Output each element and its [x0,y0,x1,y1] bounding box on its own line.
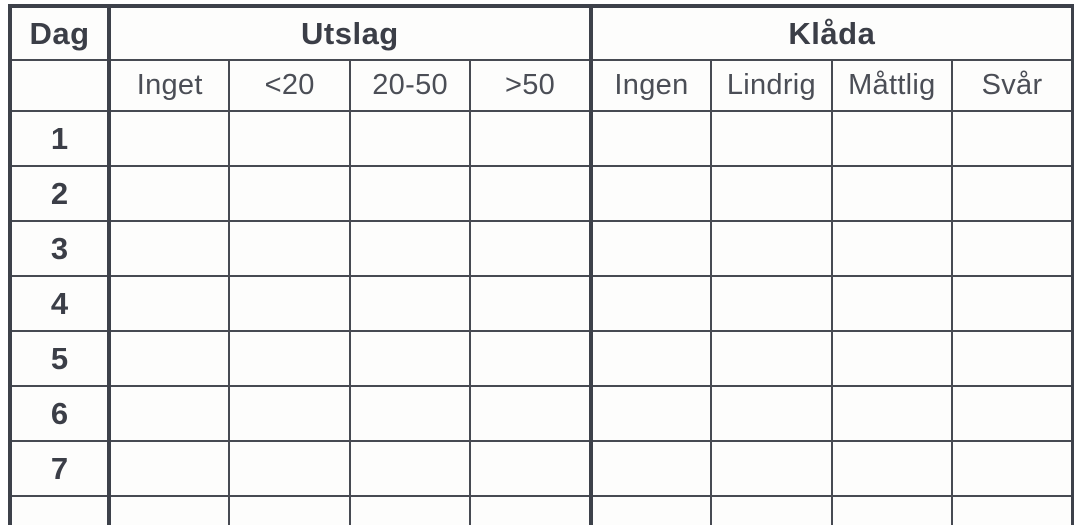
entry-cell [951,165,1074,222]
day-cell [9,495,111,525]
entry-cell [951,220,1074,277]
entry-cell [469,220,593,277]
entry-cell [830,440,954,497]
entry-cell [589,275,713,332]
entry-cell [348,275,472,332]
entry-cell [348,220,472,277]
entry-cell [710,330,833,387]
entry-cell [589,440,713,497]
day-cell: 4 [9,275,111,332]
entry-cell [228,495,351,525]
table-row-day-5: 5 [9,330,1074,387]
entry-cell [830,275,954,332]
entry-cell [348,165,472,222]
entry-cell [589,110,713,167]
day-cell: 1 [9,110,111,167]
group-header-row: Dag Utslag Klåda [9,5,1074,61]
entry-cell [589,330,713,387]
table-row-day-4: 4 [9,275,1074,332]
day-cell: 6 [9,385,111,442]
subheader-utslag-20-50: 20-50 [348,59,472,112]
entry-cell [228,220,351,277]
entry-cell [589,220,713,277]
entry-cell [107,275,231,332]
entry-cell [710,165,833,222]
entry-cell [348,495,472,525]
day-cell: 2 [9,165,111,222]
day-column-subheader-empty [9,59,111,112]
entry-cell [348,440,472,497]
entry-cell [710,495,833,525]
subheader-utslag-lt20: <20 [228,59,351,112]
entry-cell [228,330,351,387]
entry-cell [469,275,593,332]
day-cell: 7 [9,440,111,497]
table-row-day-6: 6 [9,385,1074,442]
entry-cell [348,110,472,167]
entry-cell [228,440,351,497]
entry-cell [228,165,351,222]
entry-cell [951,275,1074,332]
entry-cell [589,385,713,442]
entry-cell [830,165,954,222]
table-row-day-1: 1 [9,110,1074,167]
entry-cell [107,440,231,497]
entry-cell [348,330,472,387]
subheader-klada-mattlig: Måttlig [830,59,954,112]
entry-cell [228,110,351,167]
entry-cell [348,385,472,442]
subheader-utslag-inget: Inget [107,59,231,112]
group-header-utslag: Utslag [108,5,593,61]
table-row-day-7: 7 [9,440,1074,497]
entry-cell [107,385,231,442]
entry-cell [951,440,1074,497]
entry-cell [589,165,713,222]
day-cell: 3 [9,220,111,277]
entry-cell [830,330,954,387]
entry-cell [228,275,351,332]
subheader-row: Inget <20 20-50 >50 Ingen Lindrig Måttli… [9,59,1074,112]
entry-cell [951,330,1074,387]
entry-cell [107,110,231,167]
entry-cell [107,165,231,222]
entry-cell [469,495,593,525]
table-row-partial-clipped [9,495,1074,525]
entry-cell [710,110,833,167]
entry-cell [951,495,1074,525]
subheader-utslag-gt50: >50 [469,59,593,112]
entry-cell [710,220,833,277]
entry-cell [228,385,351,442]
entry-cell [469,165,593,222]
entry-cell [589,495,713,525]
subheader-klada-ingen: Ingen [589,59,713,112]
entry-cell [830,385,954,442]
entry-cell [951,110,1074,167]
subheader-klada-lindrig: Lindrig [710,59,833,112]
entry-cell [469,110,593,167]
table-row-day-3: 3 [9,220,1074,277]
symptom-diary-table: Dag Utslag Klåda Inget <20 20-50 >50 Ing… [8,4,1074,525]
entry-cell [830,495,954,525]
entry-cell [107,330,231,387]
entry-cell [951,385,1074,442]
day-cell: 5 [9,330,111,387]
entry-cell [469,330,593,387]
day-column-header: Dag [9,5,111,61]
entry-cell [469,440,593,497]
entry-cell [830,110,954,167]
entry-cell [107,220,231,277]
entry-cell [710,385,833,442]
table-row-day-2: 2 [9,165,1074,222]
group-header-klada: Klåda [589,5,1074,61]
subheader-klada-svar: Svår [951,59,1074,112]
entry-cell [469,385,593,442]
entry-cell [830,220,954,277]
entry-cell [107,495,231,525]
entry-cell [710,275,833,332]
entry-cell [710,440,833,497]
